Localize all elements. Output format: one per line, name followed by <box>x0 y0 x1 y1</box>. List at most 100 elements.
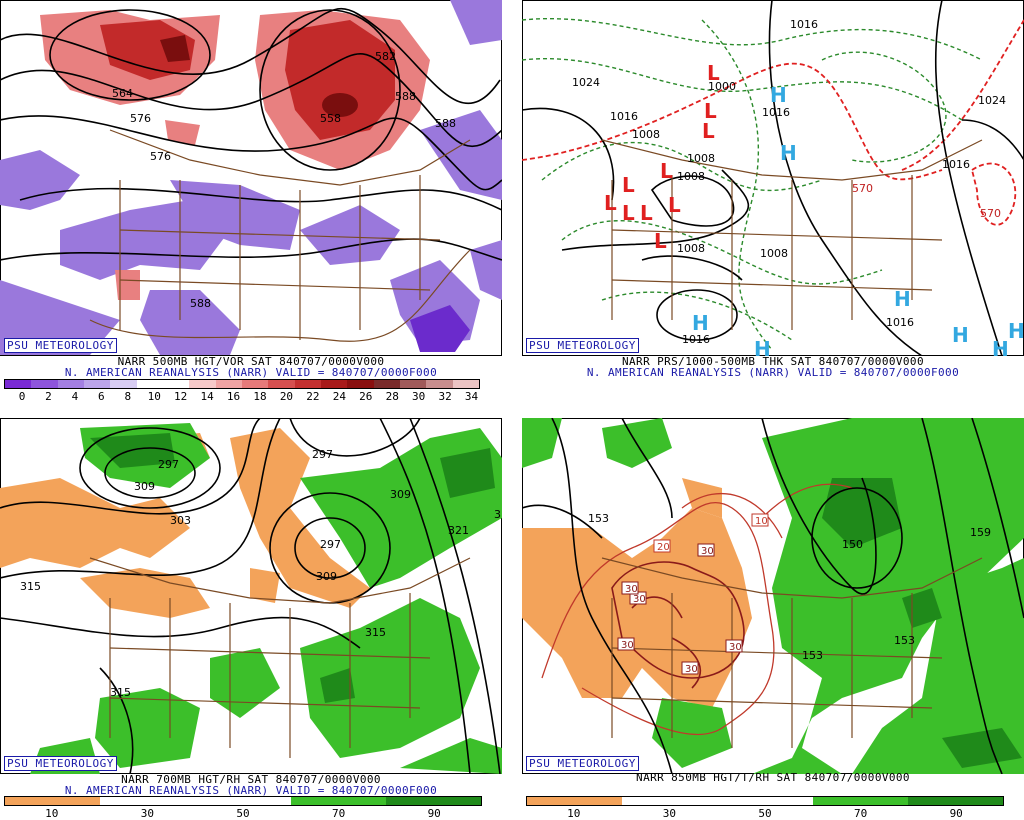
isobar-label: 570 <box>980 207 1001 220</box>
colorbar-segment <box>83 380 111 388</box>
map-pressure-thickness: 1016 1024 1016 1008 1008 1008 1008 1016 … <box>522 0 1024 356</box>
colorbar-segment <box>195 797 291 805</box>
colorbar-tick-label: 24 <box>332 390 346 403</box>
colorbar-segment <box>907 797 1004 805</box>
colorbar-tick-label: 30 <box>662 807 677 820</box>
colorbar-ticks: 10 30 50 70 90 <box>4 807 482 820</box>
colorbar-segment <box>452 380 479 388</box>
height-label: 153 <box>802 649 823 662</box>
low-pressure-marker: L <box>707 61 720 85</box>
colorbar-tick-label: 10 <box>45 807 59 820</box>
isobar-label: 1000 <box>708 80 736 93</box>
low-pressure-marker: L <box>668 193 681 217</box>
colorbar-tick-label: 22 <box>306 390 320 403</box>
contour-label: 576 <box>130 112 151 125</box>
colorbar-tick-label: 10 <box>567 807 581 820</box>
isobar-label: 1008 <box>677 242 705 255</box>
chart-title: NARR 500MB HGT/VOR SAT 840707/0000V000 <box>117 355 385 368</box>
colorbar-tick-label: 14 <box>200 390 214 403</box>
high-pressure-marker: H <box>992 337 1009 356</box>
psu-meteorology-badge: PSU METEOROLOGY <box>526 756 639 771</box>
isobar-label: 1008 <box>687 152 715 165</box>
colorbar-segment <box>294 380 321 388</box>
temperature-labels: 20 30 10 30 30 30 30 30 <box>617 513 769 675</box>
high-pressure-marker: H <box>952 323 969 347</box>
chart-title: NARR 700MB HGT/RH SAT 840707/0000V000 <box>121 773 381 786</box>
contour-labels: 564 576 588 558 582 576 588 588 <box>112 50 456 310</box>
contour-labels: 297 309 303 297 309 321 315 297 309 315 … <box>20 448 501 699</box>
low-pressure-marker: L <box>660 159 673 183</box>
isobar-label: 1008 <box>677 170 705 183</box>
high-pressure-marker: H <box>1008 319 1024 343</box>
isobar-label: 1016 <box>610 110 638 123</box>
moist-air-shading <box>522 418 1024 774</box>
colorbar-tick-label: 30 <box>140 807 155 820</box>
isobars <box>522 0 1024 356</box>
colorbar-segment <box>215 380 242 388</box>
colorbar-segment <box>717 797 813 805</box>
contour-label: 315 <box>20 580 41 593</box>
political-borders <box>601 139 983 330</box>
panel-850mb-hgt-t-rh: 153 159 153 153 150 20 30 10 30 30 30 30… <box>522 418 1024 820</box>
low-pressure-marker: L <box>622 173 635 197</box>
vorticity-maximum <box>160 35 358 117</box>
isobar-label: 1024 <box>978 94 1006 107</box>
colorbar-tick-label: 70 <box>853 807 868 820</box>
colorbar-segment <box>136 380 163 388</box>
contour-label: 309 <box>316 570 337 583</box>
colorbar-segment <box>57 380 84 388</box>
dry-air-shading <box>0 428 370 618</box>
height-label: 153 <box>588 512 609 525</box>
temp-label: 30 <box>625 584 638 595</box>
temp-label: 30 <box>633 594 646 605</box>
high-pressure-marker: H <box>780 141 797 165</box>
high-pressure-marker: H <box>770 83 787 107</box>
colorbar-segment <box>373 380 400 388</box>
colorbar-segment <box>622 797 718 805</box>
colorbar-tick-label: 6 <box>98 390 105 403</box>
isobar-labels: 1016 1024 1016 1008 1008 1008 1008 1016 … <box>572 18 1006 346</box>
colorbar-segment <box>347 380 374 388</box>
contour-label: 309 <box>390 488 411 501</box>
temp-label: 10 <box>755 516 768 527</box>
panel-500mb-hgt-vor: 564 576 588 558 582 576 588 588 PSU METE… <box>0 0 502 403</box>
low-pressure-marker: L <box>702 119 715 143</box>
dry-air-shading <box>522 478 752 708</box>
colorbar-segment <box>162 380 190 388</box>
colorbar-segment <box>812 797 908 805</box>
colorbar-tick-label: 90 <box>427 807 441 820</box>
contour-label: 297 <box>312 448 333 461</box>
isobar-label: 1016 <box>790 18 818 31</box>
isobar-label: 1016 <box>762 106 790 119</box>
temp-label: 20 <box>657 542 670 553</box>
contour-label: 3 <box>494 508 501 521</box>
colorbar-tick-label: 34 <box>464 390 479 403</box>
colorbar-tick-label: 32 <box>438 390 452 403</box>
colorbar-tick-label: 10 <box>147 390 161 403</box>
low-pressure-marker: L <box>640 201 653 225</box>
chart-subtitle: N. AMERICAN REANALYSIS (NARR) VALID = 84… <box>586 366 960 379</box>
contour-label: 315 <box>110 686 131 699</box>
height-label: 159 <box>970 526 991 539</box>
colorbar-ticks: 10 30 50 70 90 <box>526 807 1004 820</box>
map-850mb-rh: 153 159 153 153 150 20 30 10 30 30 30 30… <box>522 418 1024 774</box>
contour-label: 564 <box>112 87 133 100</box>
colorbar-segment <box>5 797 101 805</box>
chart-subtitle: N. AMERICAN REANALYSIS (NARR) VALID = 84… <box>64 366 438 379</box>
political-borders <box>89 129 471 342</box>
contour-label: 582 <box>375 50 396 63</box>
colorbar-segment <box>399 380 427 388</box>
colorbar-segment <box>5 380 32 388</box>
rh-colorbar <box>4 796 482 806</box>
height-labels: 153 159 153 153 150 <box>588 512 991 662</box>
colorbar-tick-label: 16 <box>226 390 241 403</box>
chart-title: NARR PRS/1000-500MB THK SAT 840707/0000V… <box>622 355 924 368</box>
colorbar-segment <box>31 380 58 388</box>
low-pressure-marker: L <box>622 201 635 225</box>
contour-label: 576 <box>150 150 171 163</box>
colorbar-segment <box>189 380 216 388</box>
colorbar-segment <box>268 380 295 388</box>
high-pressure-marker: H <box>894 287 911 311</box>
height-contours <box>0 418 501 774</box>
temp-label: 30 <box>621 640 634 651</box>
